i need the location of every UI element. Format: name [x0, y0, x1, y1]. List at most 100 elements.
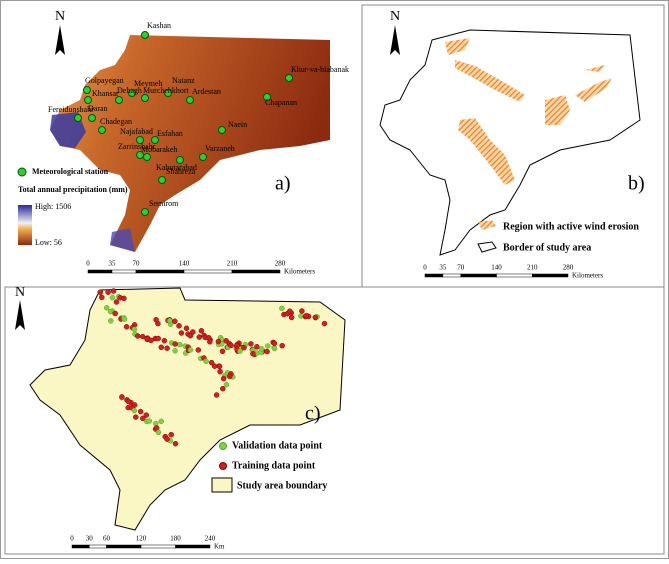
training-point — [133, 414, 139, 420]
station-name: Kabutarabad — [156, 163, 197, 172]
validation-point — [109, 294, 116, 301]
scale-segment — [111, 269, 137, 274]
panel-label: c) — [305, 403, 321, 425]
training-point — [164, 436, 170, 442]
scale-unit: Kilometers — [572, 272, 603, 280]
legend-training: Training data point — [232, 460, 316, 471]
scale-segment — [140, 544, 176, 549]
scale-segment — [532, 273, 569, 278]
training-point — [226, 373, 233, 380]
training-point — [123, 324, 130, 330]
precipitation-map — [50, 35, 330, 252]
training-point — [223, 338, 229, 344]
legend-ramp — [18, 205, 32, 245]
training-point — [137, 408, 144, 415]
training-point — [172, 341, 178, 347]
validation-point — [203, 358, 209, 365]
legend-station-icon — [17, 167, 27, 177]
training-point — [172, 318, 178, 325]
scale-tick: 180 — [170, 535, 181, 543]
training-point — [215, 338, 222, 345]
panel-label: b) — [628, 173, 645, 195]
training-point — [97, 289, 104, 295]
training-point — [158, 344, 165, 351]
validation-point — [258, 346, 265, 352]
scale-segment — [424, 273, 444, 278]
station-name: Fereidunshahr — [48, 105, 94, 114]
scale-segment — [496, 273, 533, 278]
training-point — [303, 312, 309, 319]
training-point — [288, 314, 295, 321]
station-name: Chapanan — [265, 98, 297, 107]
training-point — [148, 337, 154, 344]
station-marker — [176, 156, 184, 164]
legend-validation: Validation data point — [232, 440, 323, 451]
legend-validation-icon — [219, 442, 227, 450]
legend-border-icon — [477, 241, 497, 253]
training-point — [178, 330, 185, 336]
station-marker — [158, 176, 166, 184]
scale-segment — [231, 269, 281, 274]
scale-tick: 210 — [527, 264, 538, 272]
scale-tick: 240 — [205, 535, 216, 543]
validation-point — [187, 347, 194, 353]
validation-point — [279, 305, 285, 312]
training-point — [195, 347, 202, 353]
legend-precip-title: Total annual precipitation (mm) — [18, 185, 128, 194]
station-marker — [199, 153, 207, 161]
scale-tick: 60 — [103, 535, 111, 543]
validation-point — [131, 407, 138, 414]
training-point — [217, 368, 223, 375]
station-name: Daran — [88, 104, 108, 113]
station-marker — [143, 153, 151, 161]
station-name: Varzaneh — [205, 144, 235, 153]
station-marker — [141, 94, 149, 102]
validation-point — [265, 343, 271, 349]
validation-point — [223, 381, 230, 388]
validation-point — [121, 316, 128, 322]
panel-c: N c) Validation data point Training data… — [15, 285, 346, 531]
scale-segment — [135, 269, 185, 274]
station-marker — [128, 89, 136, 97]
panel-b: N b) Region with active wind erosion Bor… — [379, 9, 645, 256]
station-name: Natanz — [172, 76, 195, 85]
training-point — [125, 398, 132, 405]
scale-segment — [106, 544, 142, 549]
station-name: Ardestan — [192, 87, 221, 96]
training-point — [287, 308, 293, 314]
station-marker — [74, 114, 82, 122]
legend-erosion: Region with active wind erosion — [503, 221, 639, 232]
training-point — [220, 375, 227, 382]
validation-point — [298, 313, 304, 319]
station-marker — [84, 96, 92, 104]
validation-point — [271, 345, 278, 352]
training-point — [241, 344, 247, 351]
station-marker — [186, 96, 194, 104]
north-label: N — [390, 9, 400, 24]
scale-tick: 35 — [439, 264, 447, 272]
north-arrow — [55, 25, 65, 55]
training-point — [155, 335, 161, 342]
training-point — [211, 363, 218, 369]
station-name: Najafabad — [120, 127, 153, 136]
training-point — [155, 320, 161, 327]
training-point — [213, 392, 220, 398]
validation-point — [131, 326, 138, 333]
training-point — [140, 415, 146, 422]
training-point — [219, 348, 226, 355]
station-name: Shahreza — [166, 167, 196, 176]
station-name: Dehagh — [117, 86, 142, 95]
validation-point — [146, 418, 153, 424]
training-point — [196, 334, 203, 340]
station-name: Mobarakeh — [141, 145, 177, 154]
training-point — [190, 329, 196, 335]
training-point — [139, 333, 146, 340]
training-point — [321, 320, 328, 327]
training-point — [105, 289, 111, 295]
scale-tick: 280 — [563, 264, 574, 272]
station-marker — [141, 31, 149, 39]
study-border — [379, 29, 641, 256]
station-marker — [151, 136, 159, 144]
training-point — [312, 314, 319, 321]
